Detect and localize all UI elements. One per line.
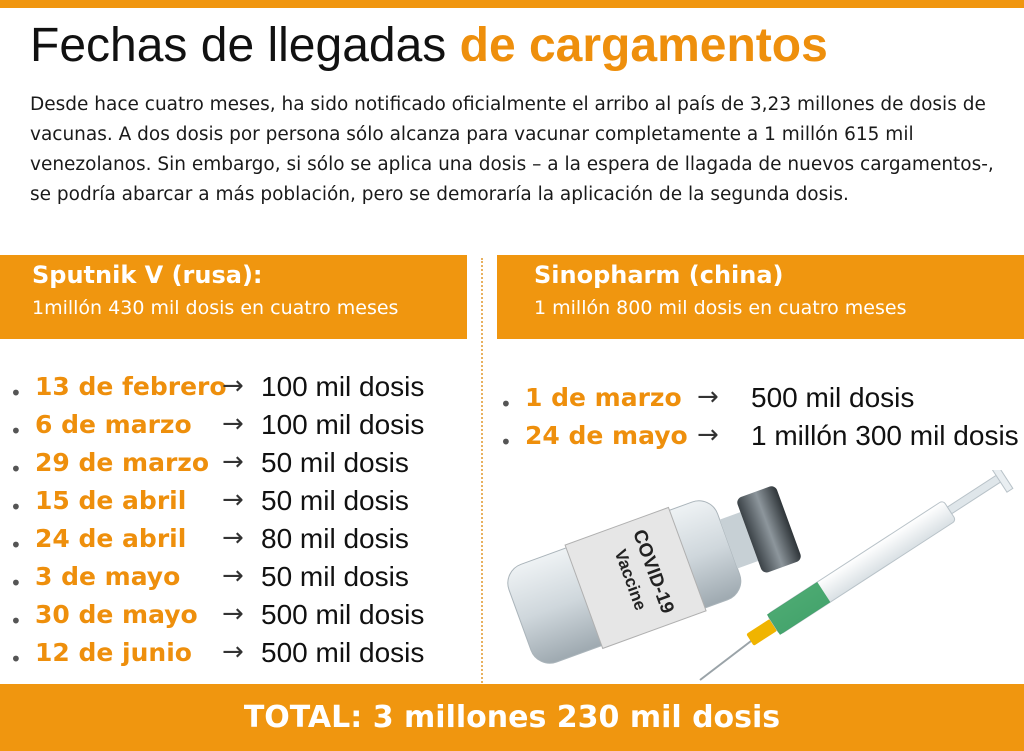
arrow-right-icon: → xyxy=(222,599,244,629)
shipment-date: 3 de mayo xyxy=(35,562,181,591)
bullet-icon: • xyxy=(10,571,22,595)
vaccine-vial: Vaccine COVID-19 xyxy=(507,486,801,664)
title-main: Fechas de llegadas xyxy=(30,19,447,72)
shipment-doses: 500 mil dosis xyxy=(261,637,425,668)
shipment-date: 24 de mayo xyxy=(525,421,688,450)
arrow-right-icon: → xyxy=(222,447,244,477)
shipment-doses: 500 mil dosis xyxy=(261,599,425,630)
shipment-date: 15 de abril xyxy=(35,486,187,515)
bullet-icon: • xyxy=(10,381,22,405)
shipment-doses: 500 mil dosis xyxy=(751,382,915,413)
intro-paragraph: Desde hace cuatro meses, ha sido notific… xyxy=(30,94,994,205)
arrow-right-icon: → xyxy=(222,485,244,515)
column-divider xyxy=(481,258,483,683)
shipment-doses: 50 mil dosis xyxy=(261,561,409,592)
bullet-icon: • xyxy=(10,495,22,519)
shipment-doses: 100 mil dosis xyxy=(261,409,425,440)
shipment-doses: 50 mil dosis xyxy=(261,447,409,478)
sputnik-header: Sputnik V (rusa): 1millón 430 mil dosis … xyxy=(0,255,467,339)
arrow-right-icon: → xyxy=(222,637,244,667)
bullet-icon: • xyxy=(10,419,22,443)
bullet-icon: • xyxy=(10,609,22,633)
bullet-icon: • xyxy=(10,457,22,481)
shipment-date: 12 de junio xyxy=(35,638,192,667)
page-title: Fechas de llegadas de cargamentos xyxy=(30,14,828,78)
bullet-icon: • xyxy=(500,430,512,454)
total-bar: TOTAL: 3 millones 230 mil dosis xyxy=(0,684,1024,751)
shipment-date: 1 de marzo xyxy=(525,383,682,412)
arrow-right-icon: → xyxy=(222,523,244,553)
sputnik-name: Sputnik V (rusa): xyxy=(32,261,263,289)
sputnik-subtitle: 1millón 430 mil dosis en cuatro meses xyxy=(32,297,399,319)
bullet-icon: • xyxy=(500,392,512,416)
bullet-icon: • xyxy=(10,533,22,557)
sinopharm-name: Sinopharm (china) xyxy=(534,261,784,289)
shipment-date: 13 de febrero xyxy=(35,372,227,401)
arrow-right-icon: → xyxy=(222,561,244,591)
shipment-doses: 80 mil dosis xyxy=(261,523,409,554)
arrow-right-icon: → xyxy=(222,371,244,401)
arrow-right-icon: → xyxy=(697,382,719,412)
top-accent-bar xyxy=(0,0,1024,8)
arrow-right-icon: → xyxy=(222,409,244,439)
sinopharm-header: Sinopharm (china) 1 millón 800 mil dosis… xyxy=(497,255,1024,339)
title-accent: de cargamentos xyxy=(459,19,828,72)
shipment-date: 6 de marzo xyxy=(35,410,192,439)
shipment-doses: 50 mil dosis xyxy=(261,485,409,516)
syringe xyxy=(699,470,1014,681)
bullet-icon: • xyxy=(10,647,22,671)
vaccine-vial-and-syringe-illustration: Vaccine COVID-19 xyxy=(507,470,1014,681)
shipment-date: 30 de mayo xyxy=(35,600,198,629)
shipment-date: 24 de abril xyxy=(35,524,187,553)
arrow-right-icon: → xyxy=(697,420,719,450)
sinopharm-subtitle: 1 millón 800 mil dosis en cuatro meses xyxy=(534,297,907,319)
shipment-doses: 1 millón 300 mil dosis xyxy=(751,420,1019,451)
shipment-doses: 100 mil dosis xyxy=(261,371,425,402)
shipment-date: 29 de marzo xyxy=(35,448,210,477)
